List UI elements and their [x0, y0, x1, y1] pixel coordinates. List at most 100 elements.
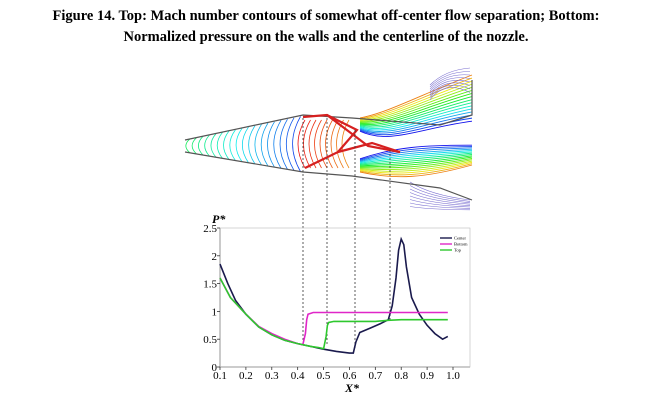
jet-contour-upper [359, 114, 473, 134]
y-ticks: 0 0.5 1 1.5 2 2.5 [203, 223, 220, 374]
nozzle-contour [285, 117, 295, 171]
legend-label: Bottom [454, 242, 468, 247]
recirculation-contour-top [429, 87, 471, 100]
x-tick-label: 0.7 [368, 370, 382, 382]
contour-lines [185, 67, 473, 211]
nozzle-contour [229, 129, 236, 161]
nozzle-contour [267, 121, 275, 168]
recirculation-contour-top [429, 80, 471, 94]
recirculation-contour-top [429, 82, 471, 96]
series-line-top [219, 277, 448, 350]
recirculation-contour-top [429, 84, 471, 98]
recirculation-contour-bottom [409, 206, 471, 211]
mach-contour-diagram [184, 67, 473, 350]
recirculation-contour-bottom [409, 199, 471, 208]
nozzle-contour [185, 138, 191, 154]
jet-contour-lower [359, 150, 473, 163]
jet-contour-lower [359, 156, 473, 168]
figure-caption: Figure 14. Top: Mach number contours of … [0, 6, 652, 48]
shock-region-contour [308, 119, 317, 169]
jet-contour-lower [359, 151, 473, 164]
jet-contour-upper [359, 108, 473, 131]
jet-contour-lower [359, 155, 473, 167]
recirculation-contour-top [429, 67, 471, 86]
jet-contour-lower [359, 153, 473, 166]
jet-contour-upper [359, 89, 473, 123]
jet-contour-lower [359, 161, 473, 174]
jet-contour-lower [359, 164, 473, 178]
caption-line-2: Normalized pressure on the walls and the… [123, 29, 529, 45]
jet-contour-upper [359, 102, 473, 128]
nozzle-contour [273, 120, 282, 169]
caption-line-1: Figure 14. Top: Mach number contours of … [52, 8, 600, 24]
x-tick-label: 0.5 [317, 370, 331, 382]
jet-contour-lower [359, 163, 473, 176]
jet-contour-upper [359, 111, 473, 132]
jet-contour-lower [359, 148, 473, 162]
projection-lines [302, 118, 391, 350]
jet-contour-lower [359, 144, 473, 160]
pressure-plot: 0 0.5 1 1.5 2 2.5 0.1 0.2 0.3 0.4 0.5 0.6 0.7 0.8 0.9… [203, 212, 471, 395]
nozzle-contour [204, 134, 210, 157]
plot-frame [219, 227, 471, 368]
jet-contour-lower [359, 147, 473, 161]
x-tick-label: 0.9 [420, 370, 434, 382]
legend-label: Center [454, 236, 466, 241]
recirculation-contour-top [429, 74, 471, 90]
jet-contour-upper [359, 117, 473, 136]
x-tick-label: 0.8 [394, 370, 408, 382]
nozzle-contour [197, 136, 204, 156]
y-tick-label: 1 [212, 306, 218, 318]
nozzle-contour [235, 128, 243, 162]
shock-region-contour [319, 119, 328, 169]
nozzle-contour [254, 124, 262, 166]
jet-contour-lower [359, 159, 473, 171]
shock-region-contour [325, 119, 333, 169]
series-lines [219, 236, 449, 354]
x-tick-label: 0.1 [213, 370, 227, 382]
jet-contour-upper [359, 80, 473, 121]
nozzle-contour [260, 122, 269, 167]
y-tick-label: 2 [212, 251, 218, 263]
recirculation-contour-bottom [409, 195, 471, 206]
x-tick-label: 1.0 [446, 370, 460, 382]
legend-label: Top [454, 248, 462, 253]
shock-region-contour [336, 119, 344, 169]
y-tick-label: 2.5 [203, 223, 217, 235]
jet-contour-lower [359, 157, 473, 169]
y-tick-label: 0 [212, 362, 218, 374]
x-tick-label: 0.6 [343, 370, 357, 382]
recirculation-contour-bottom [409, 202, 471, 209]
recirculation-contour-top [429, 71, 471, 88]
nozzle-contour [223, 130, 230, 160]
jet-contour-upper [359, 74, 473, 119]
jet-contour-upper [359, 96, 473, 126]
recirculation-contour-bottom [409, 185, 471, 202]
jet-contour-upper [359, 93, 473, 124]
jet-contour-lower [359, 160, 473, 172]
shock-lines [302, 113, 401, 169]
x-tick-label: 0.3 [265, 370, 279, 382]
nozzle-contour [216, 132, 223, 159]
nozzle-contour [241, 126, 249, 163]
jet-contour-upper [359, 86, 473, 122]
y-tick-label: 0.5 [203, 334, 217, 346]
jet-contour-lower [359, 146, 473, 161]
nozzle-contour [279, 118, 288, 170]
jet-contour-upper [359, 105, 473, 129]
jet-contour-upper [359, 99, 473, 127]
x-tick-label: 0.4 [291, 370, 305, 382]
y-axis-title: P* [212, 212, 226, 226]
shock-region-contour [297, 119, 306, 169]
x-axis-title: X* [344, 381, 360, 395]
x-tick-label: 0.2 [239, 370, 253, 382]
jet-contour-lower [359, 152, 473, 165]
nozzle-contour [191, 137, 197, 155]
recirculation-contour-bottom [409, 192, 471, 205]
jet-contour-upper [359, 77, 473, 120]
series-line-bottom [219, 277, 448, 346]
recirculation-contour-top [429, 77, 471, 92]
nozzle-walls [184, 80, 473, 201]
